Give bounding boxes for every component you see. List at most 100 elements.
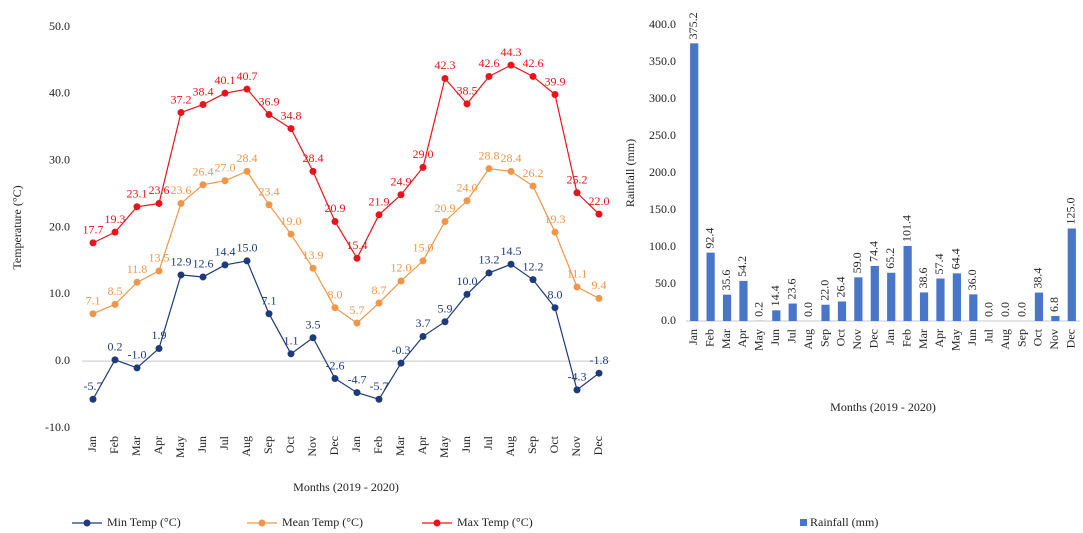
point	[573, 189, 581, 197]
y-tick-label: 350.0	[649, 54, 676, 68]
bar	[706, 252, 715, 321]
point	[177, 199, 185, 207]
data-label: 29.0	[413, 147, 434, 161]
data-label: 40.7	[237, 69, 258, 83]
point	[397, 191, 405, 199]
point	[507, 260, 515, 268]
point	[507, 167, 515, 175]
data-label: 1.9	[152, 328, 167, 342]
data-label: -5.7	[84, 379, 103, 393]
x-tick-label: Jun	[195, 436, 209, 453]
series-line	[92, 168, 600, 324]
point	[353, 319, 361, 327]
y-tick-label: 0.0	[55, 353, 70, 367]
point	[265, 201, 273, 209]
data-label: 1.1	[284, 334, 299, 348]
x-axis-title: Months (2019 - 2020)	[830, 400, 936, 414]
point	[485, 165, 493, 173]
point	[199, 101, 207, 109]
data-label: 36.9	[259, 94, 280, 108]
point	[331, 304, 339, 312]
point	[441, 217, 449, 225]
data-label: 42.3	[435, 58, 456, 72]
x-tick-label: Apr	[932, 329, 946, 348]
data-label: 8.0	[548, 287, 563, 301]
data-label: 44.3	[501, 45, 522, 59]
x-tick-label: Apr	[151, 436, 165, 455]
data-label: 40.1	[215, 73, 236, 87]
x-tick-label: May	[752, 329, 766, 351]
data-label: 9.4	[592, 278, 607, 292]
data-label: 57.4	[932, 254, 946, 275]
x-tick-label: Aug	[503, 436, 517, 457]
data-label: -5.7	[370, 379, 389, 393]
point	[89, 239, 97, 247]
x-tick-label: Aug	[239, 436, 253, 457]
data-label: 125.0	[1064, 198, 1078, 225]
data-label: 11.8	[127, 262, 148, 276]
data-label: 59.0	[850, 252, 864, 273]
point	[419, 332, 427, 340]
x-tick-label: Nov	[850, 329, 864, 350]
data-label: 17.7	[83, 223, 104, 237]
point	[265, 111, 273, 119]
point	[331, 375, 339, 383]
data-label: 375.2	[686, 12, 700, 39]
bar	[969, 294, 978, 321]
x-tick-label: Feb	[371, 436, 385, 454]
data-label: 0.0	[1014, 302, 1028, 317]
point	[375, 299, 383, 307]
legend-swatch	[800, 519, 807, 526]
data-label: 0.0	[998, 302, 1012, 317]
point	[221, 89, 229, 97]
y-tick-label: 30.0	[49, 152, 70, 166]
point	[529, 276, 537, 284]
x-tick-label: Sep	[817, 329, 831, 347]
bar	[739, 280, 748, 321]
data-label: 35.6	[719, 270, 733, 291]
x-tick-label: Jul	[481, 435, 495, 450]
point	[485, 269, 493, 277]
data-label: 13.2	[479, 253, 500, 267]
point	[155, 199, 163, 207]
x-tick-label: Mar	[719, 329, 733, 349]
data-label: -1.0	[128, 348, 147, 362]
data-label: 38.4	[193, 84, 214, 98]
y-tick-label: 50.0	[655, 276, 676, 290]
x-tick-label: Nov	[1047, 329, 1061, 350]
point	[529, 72, 537, 80]
y-tick-label: 40.0	[49, 86, 70, 100]
y-tick-label: 250.0	[649, 128, 676, 142]
x-tick-label: Jan	[686, 329, 700, 345]
legend-label: Rainfall (mm)	[810, 515, 878, 529]
point	[551, 228, 559, 236]
data-label: 5.7	[350, 303, 365, 317]
point	[419, 163, 427, 171]
data-label: 22.0	[817, 280, 831, 301]
x-tick-label: Sep	[1014, 329, 1028, 347]
x-tick-label: Feb	[107, 436, 121, 454]
x-tick-label: Dec	[1064, 329, 1078, 348]
data-label: 13.9	[303, 248, 324, 262]
point	[375, 395, 383, 403]
data-label: 23.1	[127, 187, 148, 201]
point	[243, 257, 251, 265]
data-label: 13.5	[149, 251, 170, 265]
x-tick-label: Nov	[569, 436, 583, 457]
data-label: 3.7	[416, 316, 431, 330]
data-label: 6.8	[1047, 297, 1061, 312]
data-label: 38.6	[916, 267, 930, 288]
y-axis-title: Temperature (°C)	[10, 185, 24, 269]
point	[111, 228, 119, 236]
data-label: 39.9	[545, 74, 566, 88]
data-label: 25.2	[567, 172, 588, 186]
x-tick-label: Jan	[85, 436, 99, 452]
x-tick-label: Jan	[883, 329, 897, 345]
bar	[1067, 228, 1076, 321]
x-tick-label: Jun	[459, 436, 473, 453]
y-tick-label: 20.0	[49, 219, 70, 233]
y-tick-label: 150.0	[649, 202, 676, 216]
data-label: 0.2	[752, 302, 766, 317]
point	[133, 203, 141, 211]
